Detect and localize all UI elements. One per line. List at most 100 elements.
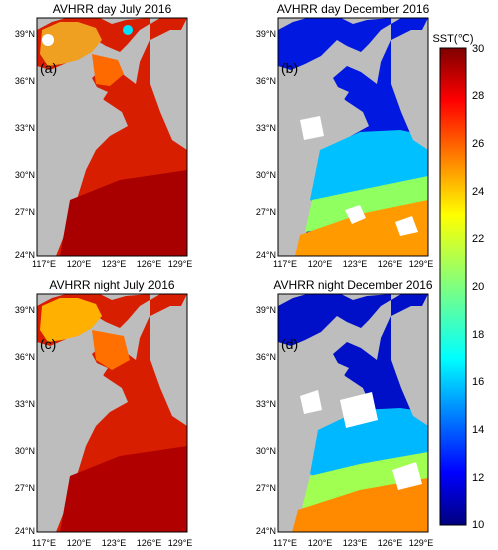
colorbar-tick: 18 bbox=[472, 329, 484, 341]
lon-tick-label: 126°E bbox=[137, 538, 162, 548]
colorbar-tick: 28 bbox=[472, 90, 484, 102]
sea-hot-south bbox=[60, 446, 187, 532]
lat-ticks-a: 39°N 36°N 33°N 30°N 27°N 24°N bbox=[15, 29, 35, 260]
panel-label: (d) bbox=[281, 336, 298, 352]
korea-peninsula bbox=[391, 30, 428, 150]
cloud-patch bbox=[345, 205, 366, 224]
lat-tick-label: 24°N bbox=[256, 250, 276, 260]
lat-tick-label: 33°N bbox=[15, 123, 35, 133]
lon-tick-label: 117°E bbox=[273, 538, 297, 548]
lat-tick-label: 39°N bbox=[256, 305, 276, 315]
colorbar-tick: 16 bbox=[472, 376, 484, 388]
lon-tick-label: 117°E bbox=[273, 259, 297, 269]
panel-d-frame bbox=[277, 293, 429, 533]
sea-warm-south bbox=[295, 200, 428, 256]
lon-tick-label: 117°E bbox=[32, 538, 56, 548]
lat-tick-label: 36°N bbox=[256, 76, 276, 86]
lat-tick-label: 30°N bbox=[256, 446, 276, 456]
lon-tick-label: 123°E bbox=[102, 259, 127, 269]
sea-cool-mid bbox=[310, 130, 428, 210]
colorbar-tick: 14 bbox=[472, 424, 484, 436]
korea-peninsula bbox=[391, 306, 428, 426]
lat-tick-label: 33°N bbox=[15, 399, 35, 409]
lat-tick-label: 24°N bbox=[15, 526, 35, 536]
sea-hot-south bbox=[60, 170, 187, 256]
lon-tick-label: 120°E bbox=[308, 259, 333, 269]
colorbar-tick: 22 bbox=[472, 233, 484, 245]
cloud-patch bbox=[300, 116, 324, 140]
lon-ticks-c: 117°E 120°E 123°E 126°E 129°E bbox=[32, 538, 192, 548]
lat-tick-label: 27°N bbox=[256, 483, 276, 493]
lat-tick-label: 27°N bbox=[256, 207, 276, 217]
lat-tick-label: 24°N bbox=[256, 526, 276, 536]
lon-tick-label: 123°E bbox=[343, 259, 368, 269]
lon-tick-label: 126°E bbox=[378, 259, 403, 269]
lat-tick-label: 33°N bbox=[256, 123, 276, 133]
bohai-sea-warm bbox=[40, 22, 102, 66]
bohai-sea-warm bbox=[40, 298, 102, 342]
panel-d bbox=[278, 294, 428, 532]
lon-tick-label: 129°E bbox=[168, 259, 193, 269]
lat-tick-label: 30°N bbox=[256, 170, 276, 180]
lon-tick-label: 129°E bbox=[409, 538, 434, 548]
sea-warm-coastal bbox=[92, 54, 124, 86]
lat-tick-label: 24°N bbox=[15, 250, 35, 260]
sea-mild-south bbox=[302, 452, 428, 508]
lat-tick-label: 27°N bbox=[15, 207, 35, 217]
panel-c bbox=[37, 294, 187, 532]
lon-ticks-d: 117°E 120°E 123°E 126°E 129°E bbox=[273, 538, 433, 548]
lat-tick-label: 30°N bbox=[15, 446, 35, 456]
korea-peninsula bbox=[150, 30, 187, 150]
cloud-patch bbox=[395, 216, 418, 236]
panel-label: (c) bbox=[40, 336, 56, 352]
shandong-peninsula bbox=[60, 84, 108, 108]
shandong-peninsula bbox=[301, 360, 349, 384]
panel-b bbox=[278, 18, 428, 256]
cloud-patch bbox=[392, 462, 422, 490]
colorbar-tick: 24 bbox=[472, 186, 484, 198]
lat-ticks-d: 39°N 36°N 33°N 30°N 27°N 24°N bbox=[256, 305, 276, 536]
lon-tick-label: 117°E bbox=[32, 259, 56, 269]
lat-tick-label: 36°N bbox=[15, 352, 35, 362]
lat-ticks-c: 39°N 36°N 33°N 30°N 27°N 24°N bbox=[15, 305, 35, 536]
panel-title: AVHRR day December 2016 bbox=[277, 2, 430, 16]
lon-ticks-a: 117°E 120°E 123°E 126°E 129°E bbox=[32, 259, 192, 269]
lon-tick-label: 120°E bbox=[67, 259, 92, 269]
lat-tick-label: 39°N bbox=[15, 305, 35, 315]
lon-ticks-b: 117°E 120°E 123°E 126°E 129°E bbox=[273, 259, 433, 269]
panel-a-frame bbox=[36, 17, 188, 257]
lon-tick-label: 129°E bbox=[409, 259, 434, 269]
colorbar-ticks: 30 28 26 24 22 20 18 16 14 12 10 bbox=[472, 43, 484, 531]
cloud-patch bbox=[300, 390, 322, 414]
shandong-peninsula bbox=[60, 360, 108, 384]
panel-title: AVHRR night December 2016 bbox=[273, 278, 433, 292]
lat-ticks-b: 39°N 36°N 33°N 30°N 27°N 24°N bbox=[256, 29, 276, 260]
colorbar-tick: 12 bbox=[472, 472, 484, 484]
panel-label: (b) bbox=[281, 60, 298, 76]
panel-b-frame bbox=[277, 17, 429, 257]
panel-label: (a) bbox=[40, 60, 57, 76]
lat-tick-label: 27°N bbox=[15, 483, 35, 493]
lon-tick-label: 126°E bbox=[378, 538, 403, 548]
lon-tick-label: 126°E bbox=[137, 259, 162, 269]
shandong-peninsula bbox=[301, 84, 349, 108]
sea-mild-south bbox=[305, 176, 428, 232]
lon-tick-label: 129°E bbox=[168, 538, 193, 548]
lat-tick-label: 36°N bbox=[256, 352, 276, 362]
lat-tick-label: 30°N bbox=[15, 170, 35, 180]
sea-warm-south bbox=[292, 478, 428, 532]
korea-peninsula bbox=[150, 306, 187, 426]
sea-warm-coastal bbox=[92, 330, 130, 370]
panel-a bbox=[37, 18, 187, 256]
lat-tick-label: 39°N bbox=[256, 29, 276, 39]
colorbar-tick: 10 bbox=[472, 519, 484, 531]
lat-tick-label: 39°N bbox=[15, 29, 35, 39]
colorbar bbox=[439, 47, 467, 526]
panel-title: AVHRR day July 2016 bbox=[53, 2, 172, 16]
colorbar-label: SST(℃) bbox=[432, 33, 473, 45]
lon-tick-label: 120°E bbox=[67, 538, 92, 548]
colorbar-tick: 20 bbox=[472, 281, 484, 293]
lat-tick-label: 36°N bbox=[15, 76, 35, 86]
panel-title: AVHRR night July 2016 bbox=[49, 278, 175, 292]
